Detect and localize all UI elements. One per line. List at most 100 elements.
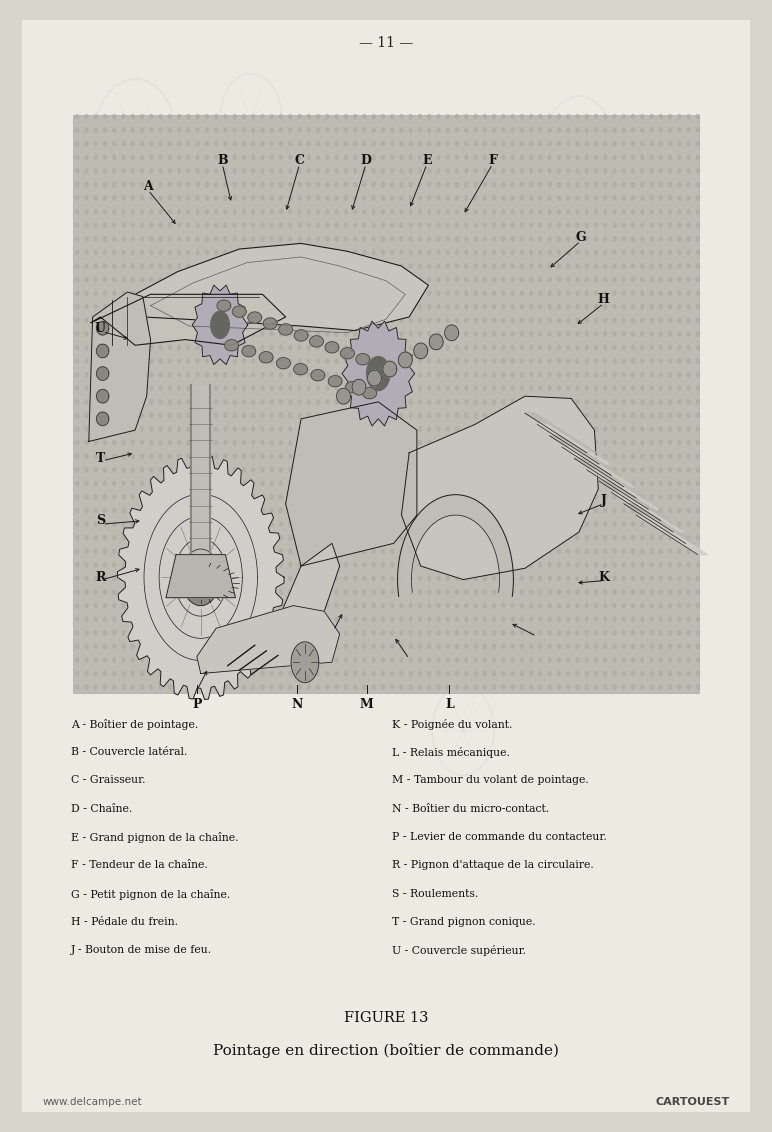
Circle shape — [548, 277, 551, 282]
Circle shape — [187, 209, 190, 214]
Circle shape — [446, 658, 449, 662]
Circle shape — [372, 264, 375, 268]
Circle shape — [354, 576, 357, 581]
Circle shape — [335, 155, 338, 160]
Circle shape — [307, 250, 310, 255]
Circle shape — [669, 169, 672, 173]
Circle shape — [557, 468, 560, 472]
Circle shape — [113, 563, 116, 567]
Circle shape — [641, 277, 644, 282]
Circle shape — [678, 671, 681, 676]
Circle shape — [94, 658, 97, 662]
Circle shape — [224, 223, 227, 228]
Circle shape — [446, 142, 449, 146]
Circle shape — [131, 658, 134, 662]
Circle shape — [557, 658, 560, 662]
Circle shape — [76, 440, 79, 445]
Circle shape — [270, 237, 273, 241]
Circle shape — [557, 291, 560, 295]
Circle shape — [428, 345, 431, 350]
Circle shape — [85, 481, 88, 486]
Circle shape — [613, 563, 616, 567]
Circle shape — [567, 658, 570, 662]
Circle shape — [113, 277, 116, 282]
Circle shape — [279, 481, 283, 486]
Circle shape — [252, 400, 255, 404]
Circle shape — [418, 345, 422, 350]
Circle shape — [289, 182, 292, 187]
Circle shape — [326, 277, 329, 282]
Text: S - Roulements.: S - Roulements. — [392, 889, 479, 899]
Circle shape — [298, 468, 301, 472]
Circle shape — [168, 631, 171, 635]
Circle shape — [335, 535, 338, 540]
Circle shape — [631, 155, 635, 160]
Circle shape — [391, 114, 394, 119]
Circle shape — [391, 576, 394, 581]
Circle shape — [289, 413, 292, 418]
Circle shape — [613, 440, 616, 445]
Circle shape — [122, 576, 125, 581]
Circle shape — [669, 182, 672, 187]
Circle shape — [242, 658, 245, 662]
Circle shape — [594, 372, 598, 377]
Circle shape — [455, 318, 459, 323]
Circle shape — [178, 114, 181, 119]
Circle shape — [539, 468, 542, 472]
Circle shape — [224, 318, 227, 323]
Circle shape — [437, 372, 440, 377]
Circle shape — [233, 305, 236, 309]
Circle shape — [687, 400, 690, 404]
Circle shape — [270, 644, 273, 649]
Circle shape — [548, 617, 551, 621]
Circle shape — [446, 549, 449, 554]
Circle shape — [437, 264, 440, 268]
Circle shape — [604, 277, 607, 282]
Circle shape — [215, 468, 218, 472]
Circle shape — [372, 155, 375, 160]
Circle shape — [113, 223, 116, 228]
Circle shape — [363, 237, 366, 241]
Circle shape — [576, 495, 579, 499]
Circle shape — [150, 332, 153, 336]
Text: B - Couvercle latéral.: B - Couvercle latéral. — [71, 747, 188, 757]
Circle shape — [85, 223, 88, 228]
Circle shape — [168, 169, 171, 173]
Circle shape — [585, 685, 588, 689]
Circle shape — [400, 617, 403, 621]
Circle shape — [493, 603, 496, 608]
Circle shape — [428, 454, 431, 458]
Circle shape — [493, 250, 496, 255]
Circle shape — [594, 549, 598, 554]
Circle shape — [141, 631, 144, 635]
Circle shape — [493, 372, 496, 377]
Circle shape — [76, 481, 79, 486]
Circle shape — [168, 305, 171, 309]
Circle shape — [150, 671, 153, 676]
Circle shape — [381, 400, 384, 404]
Circle shape — [85, 671, 88, 676]
Circle shape — [576, 590, 579, 594]
Circle shape — [428, 372, 431, 377]
Circle shape — [659, 644, 662, 649]
Circle shape — [576, 644, 579, 649]
Circle shape — [391, 250, 394, 255]
Circle shape — [131, 454, 134, 458]
Circle shape — [372, 128, 375, 132]
Circle shape — [530, 386, 533, 391]
Circle shape — [187, 345, 190, 350]
Circle shape — [196, 386, 199, 391]
Circle shape — [270, 454, 273, 458]
Circle shape — [326, 590, 329, 594]
Circle shape — [354, 155, 357, 160]
Circle shape — [696, 427, 699, 431]
Circle shape — [113, 440, 116, 445]
Circle shape — [141, 291, 144, 295]
Circle shape — [400, 291, 403, 295]
Circle shape — [678, 440, 681, 445]
Circle shape — [76, 563, 79, 567]
Circle shape — [215, 264, 218, 268]
Circle shape — [483, 223, 486, 228]
Circle shape — [474, 400, 477, 404]
Text: — 11 —: — 11 — — [359, 36, 413, 50]
